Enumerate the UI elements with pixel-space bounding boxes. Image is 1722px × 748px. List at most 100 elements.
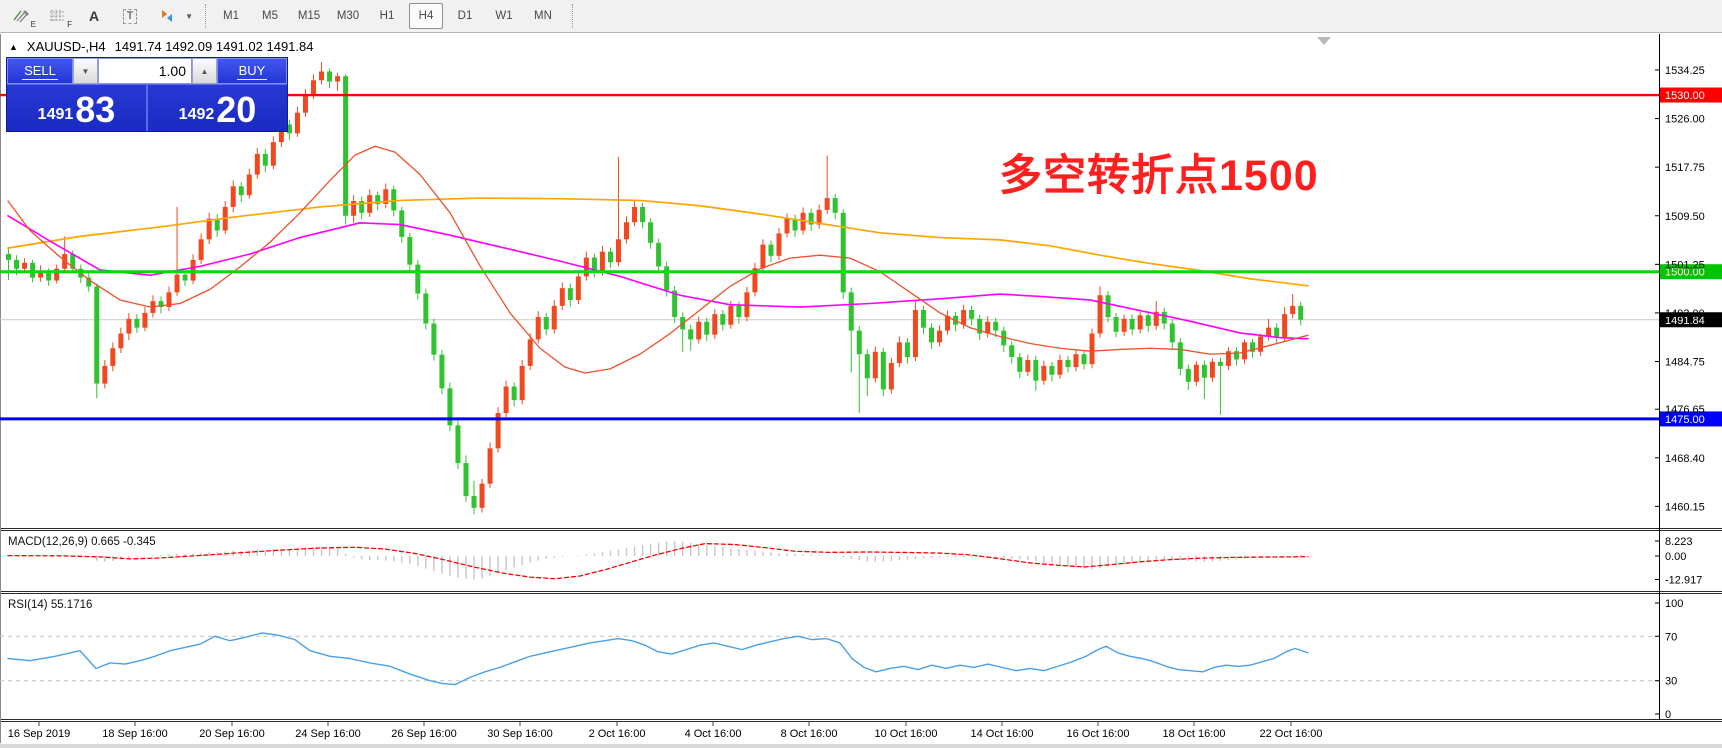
chart-ohlc-values: 1491.74 1492.09 1491.02 1491.84 <box>114 39 314 54</box>
text-box-tool-button[interactable]: T <box>114 2 146 30</box>
buy-price[interactable]: 1492 20 <box>148 85 287 131</box>
candle-body <box>206 218 212 240</box>
chart-shift-marker-icon <box>1317 37 1331 45</box>
candle-body <box>599 251 605 272</box>
candle-body <box>768 244 774 256</box>
candle-body <box>904 342 910 358</box>
candle-body <box>463 463 469 497</box>
candle-body <box>945 315 951 331</box>
candle-body <box>351 201 357 216</box>
rsi-axis-label: 0 <box>1665 709 1671 721</box>
price-axis-label: 1534.25 <box>1665 65 1705 77</box>
candle-body <box>1145 315 1151 326</box>
grid-tool-button[interactable]: F <box>42 2 74 30</box>
candle-body <box>1298 305 1304 320</box>
spin-up-icon: ▲ <box>200 66 209 76</box>
timeframe-button-M5[interactable]: M5 <box>262 10 278 22</box>
timeframe-button-M30[interactable]: M30 <box>336 10 360 22</box>
price-axis-label: 1517.75 <box>1665 162 1705 174</box>
candle-body <box>543 317 549 330</box>
candle-body <box>937 330 943 343</box>
price-axis-label: 1501.25 <box>1665 259 1705 271</box>
macd-signal-line <box>7 542 1309 580</box>
price-level-badge <box>1660 264 1722 280</box>
candle-body <box>367 195 373 213</box>
price-level-badge-label: 1475.00 <box>1665 414 1705 426</box>
indicators-tool-button[interactable]: E <box>6 2 38 30</box>
shapes-tool-button[interactable]: ▼ <box>150 2 194 30</box>
candle-body <box>961 309 967 325</box>
time-axis-label: 26 Sep 16:00 <box>391 728 456 740</box>
price-axis-label: 1493.00 <box>1665 308 1705 320</box>
rsi-axis-label: 30 <box>1665 676 1677 688</box>
toolbar: E F A T ▼ M1 M5 M15 M30 H1 H4 D1 W1 MN <box>0 0 1722 33</box>
candle-body <box>511 386 517 401</box>
candle-body <box>1201 364 1207 378</box>
volume-input[interactable] <box>98 58 192 84</box>
timeframe-button-M1[interactable]: M1 <box>223 10 239 22</box>
macd-axis-label: 8.223 <box>1665 536 1693 548</box>
candle-body <box>278 124 284 143</box>
buy-button[interactable]: BUY <box>217 58 287 84</box>
candle-body <box>1121 318 1127 332</box>
time-axis-label: 18 Sep 16:00 <box>102 728 167 740</box>
candle-body <box>270 142 276 166</box>
timeframe-button-H4[interactable]: H4 <box>409 3 443 29</box>
candle-body <box>1041 365 1047 381</box>
candle-body <box>118 333 124 349</box>
time-axis-label: 30 Sep 16:00 <box>487 728 552 740</box>
candle-body <box>736 305 742 318</box>
one-click-trading-panel: SELL ▼ ▲ BUY 1491 83 1492 20 <box>6 57 288 132</box>
price-axis-label: 1476.65 <box>1665 404 1705 416</box>
candle-body <box>86 277 92 287</box>
sell-price[interactable]: 1491 83 <box>7 85 148 131</box>
panel-collapse-icon[interactable]: ▲ <box>9 41 18 52</box>
candle-body <box>38 271 44 278</box>
chart-annotation-text: 多空转折点1500 <box>999 152 1319 200</box>
timeframe-button-W1[interactable]: W1 <box>495 10 513 22</box>
candle-body <box>985 321 991 334</box>
candle-body <box>1177 342 1183 369</box>
candle-body <box>993 321 999 331</box>
text-label-tool-button[interactable]: A <box>78 2 110 30</box>
candle-body <box>142 312 148 328</box>
time-axis-label: 20 Sep 16:00 <box>199 728 264 740</box>
timeframe-button-D1[interactable]: D1 <box>457 10 473 22</box>
candle-body <box>399 210 405 237</box>
toolbar-separator <box>205 4 207 28</box>
candle-body <box>704 321 710 335</box>
tool-sub-label: E <box>30 20 36 29</box>
time-axis-label: 18 Oct 16:00 <box>1163 728 1226 740</box>
candle-body <box>832 198 838 213</box>
price-axis-label: 1468.40 <box>1665 453 1705 465</box>
candle-body <box>784 218 790 234</box>
candle-body <box>969 309 975 319</box>
timeframe-button-H1[interactable]: H1 <box>379 10 395 22</box>
timeframe-button-MN[interactable]: MN <box>534 10 552 22</box>
price-level-badge-label: 1491.84 <box>1665 315 1705 327</box>
candle-body <box>166 292 172 308</box>
volume-decrease-button[interactable]: ▼ <box>73 58 98 84</box>
candle-body <box>1153 311 1159 326</box>
time-axis-label: 22 Oct 16:00 <box>1260 728 1323 740</box>
candle-body <box>182 274 188 281</box>
candle-body <box>1282 314 1288 338</box>
timeframe-button-M15[interactable]: M15 <box>297 10 321 22</box>
candle-body <box>14 259 20 269</box>
candle-body <box>808 212 814 225</box>
candle-body <box>632 206 638 223</box>
candle-body <box>262 153 268 166</box>
sell-button[interactable]: SELL <box>7 58 73 84</box>
chart-symbol-title: XAUUSD-,H4 <box>26 39 106 54</box>
candle-body <box>640 206 646 223</box>
buy-price-small: 1492 <box>178 106 215 123</box>
volume-increase-button[interactable]: ▲ <box>192 58 217 84</box>
trade-prices-row: 1491 83 1492 20 <box>7 84 287 131</box>
candle-body <box>70 254 76 269</box>
price-level-badge-label: 1500.00 <box>1665 267 1705 279</box>
price-axis-label: 1484.75 <box>1665 357 1705 369</box>
macd-axis-label: -12.917 <box>1665 575 1702 587</box>
candle-body <box>407 236 413 265</box>
candle-body <box>1073 354 1079 368</box>
